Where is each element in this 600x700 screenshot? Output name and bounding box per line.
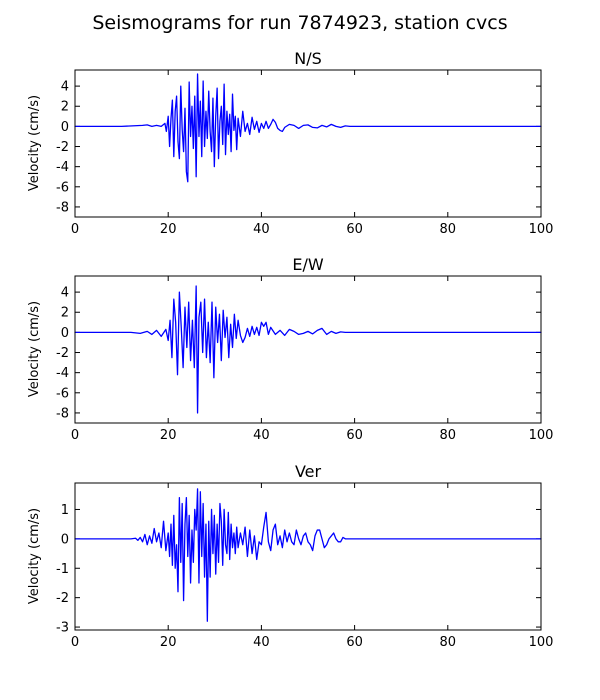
x-tick-label-ver: 60 (346, 635, 363, 650)
y-tick-label-ew: 2 (61, 306, 69, 321)
x-tick-label-ns: 40 (253, 222, 270, 237)
panel-title-ver: Ver (295, 462, 322, 481)
y-ticks-ver: 1 0 -1 -2 -3 (56, 503, 541, 636)
x-tick-label-ew: 20 (160, 428, 177, 443)
y-tick-label-ew: -2 (56, 346, 69, 361)
trace-ver (74, 488, 542, 622)
y-tick-label-ns: -8 (56, 200, 69, 215)
panel-title-ns: N/S (294, 49, 322, 68)
y-tick-label-ver: -3 (56, 621, 69, 636)
x-ticks-ns: 0 20 40 60 80 100 (71, 70, 554, 237)
y-tick-label-ew: 4 (61, 286, 69, 301)
y-tick-label-ver: 1 (61, 503, 69, 518)
x-tick-label-ns: 100 (529, 222, 554, 237)
y-ticks-ew: 4 2 0 -2 -4 -6 -8 (56, 286, 541, 421)
x-tick-label-ns: 0 (71, 222, 79, 237)
x-tick-label-ver: 20 (160, 635, 177, 650)
plot-area-ns (74, 69, 542, 218)
x-tick-label-ns: 20 (160, 222, 177, 237)
y-tick-label-ns: -6 (56, 180, 69, 195)
x-ticks-ver: 0 20 40 60 80 100 (71, 483, 554, 650)
y-tick-label-ver: 0 (61, 532, 69, 547)
y-tick-label-ns: 2 (61, 100, 69, 115)
x-tick-label-ew: 0 (71, 428, 79, 443)
y-tick-label-ns: -2 (56, 140, 69, 155)
figure-title: Seismograms for run 7874923, station cvc… (92, 12, 507, 34)
x-tick-label-ew: 40 (253, 428, 270, 443)
x-tick-label-ew: 60 (346, 428, 363, 443)
panel-ew: E/W 420-2-4-6-8 0 20 40 60 80 100 Velocity (c… (27, 255, 553, 443)
y-axis-label-ver: Velocity (cm/s) (27, 508, 42, 604)
y-tick-label-ew: -4 (56, 366, 69, 381)
y-tick-label-ew: -6 (56, 386, 69, 401)
y-axis-label-ns: Velocity (cm/s) (27, 95, 42, 191)
y-tick-label-ver: -2 (56, 591, 69, 606)
x-tick-label-ver: 80 (440, 635, 457, 650)
x-tick-label-ew: 100 (529, 428, 554, 443)
trace-ns (74, 73, 542, 183)
plot-area-ver (74, 482, 542, 631)
x-tick-label-ew: 80 (440, 428, 457, 443)
x-tick-label-ns: 60 (346, 222, 363, 237)
x-tick-label-ver: 0 (71, 635, 79, 650)
x-tick-label-ver: 100 (529, 635, 554, 650)
y-tick-label-ns: 0 (61, 120, 69, 135)
y-tick-label-ew: 0 (61, 326, 69, 341)
y-tick-label-ns: -4 (56, 160, 69, 175)
y-ticks-ns: 4 2 0 -2 -4 -6 -8 (56, 80, 541, 215)
panel-ns: N/S 420-2-4-6-8 0 20 40 60 80 100 Velocity (c… (27, 49, 553, 237)
trace-ew (74, 285, 542, 414)
panel-title-ew: E/W (292, 255, 324, 274)
x-tick-label-ver: 40 (253, 635, 270, 650)
y-tick-label-ver: -1 (56, 562, 69, 577)
x-tick-label-ns: 80 (440, 222, 457, 237)
y-tick-label-ns: 4 (61, 80, 69, 95)
y-tick-label-ew: -8 (56, 406, 69, 421)
y-axis-label-ew: Velocity (cm/s) (27, 301, 42, 397)
plot-area-ew (74, 275, 542, 424)
x-ticks-ew: 0 20 40 60 80 100 (71, 276, 554, 443)
panel-ver: Ver 1 0 -1 -2 -3 0 20 40 60 80 100 Velocity (cm/s… (27, 462, 553, 650)
